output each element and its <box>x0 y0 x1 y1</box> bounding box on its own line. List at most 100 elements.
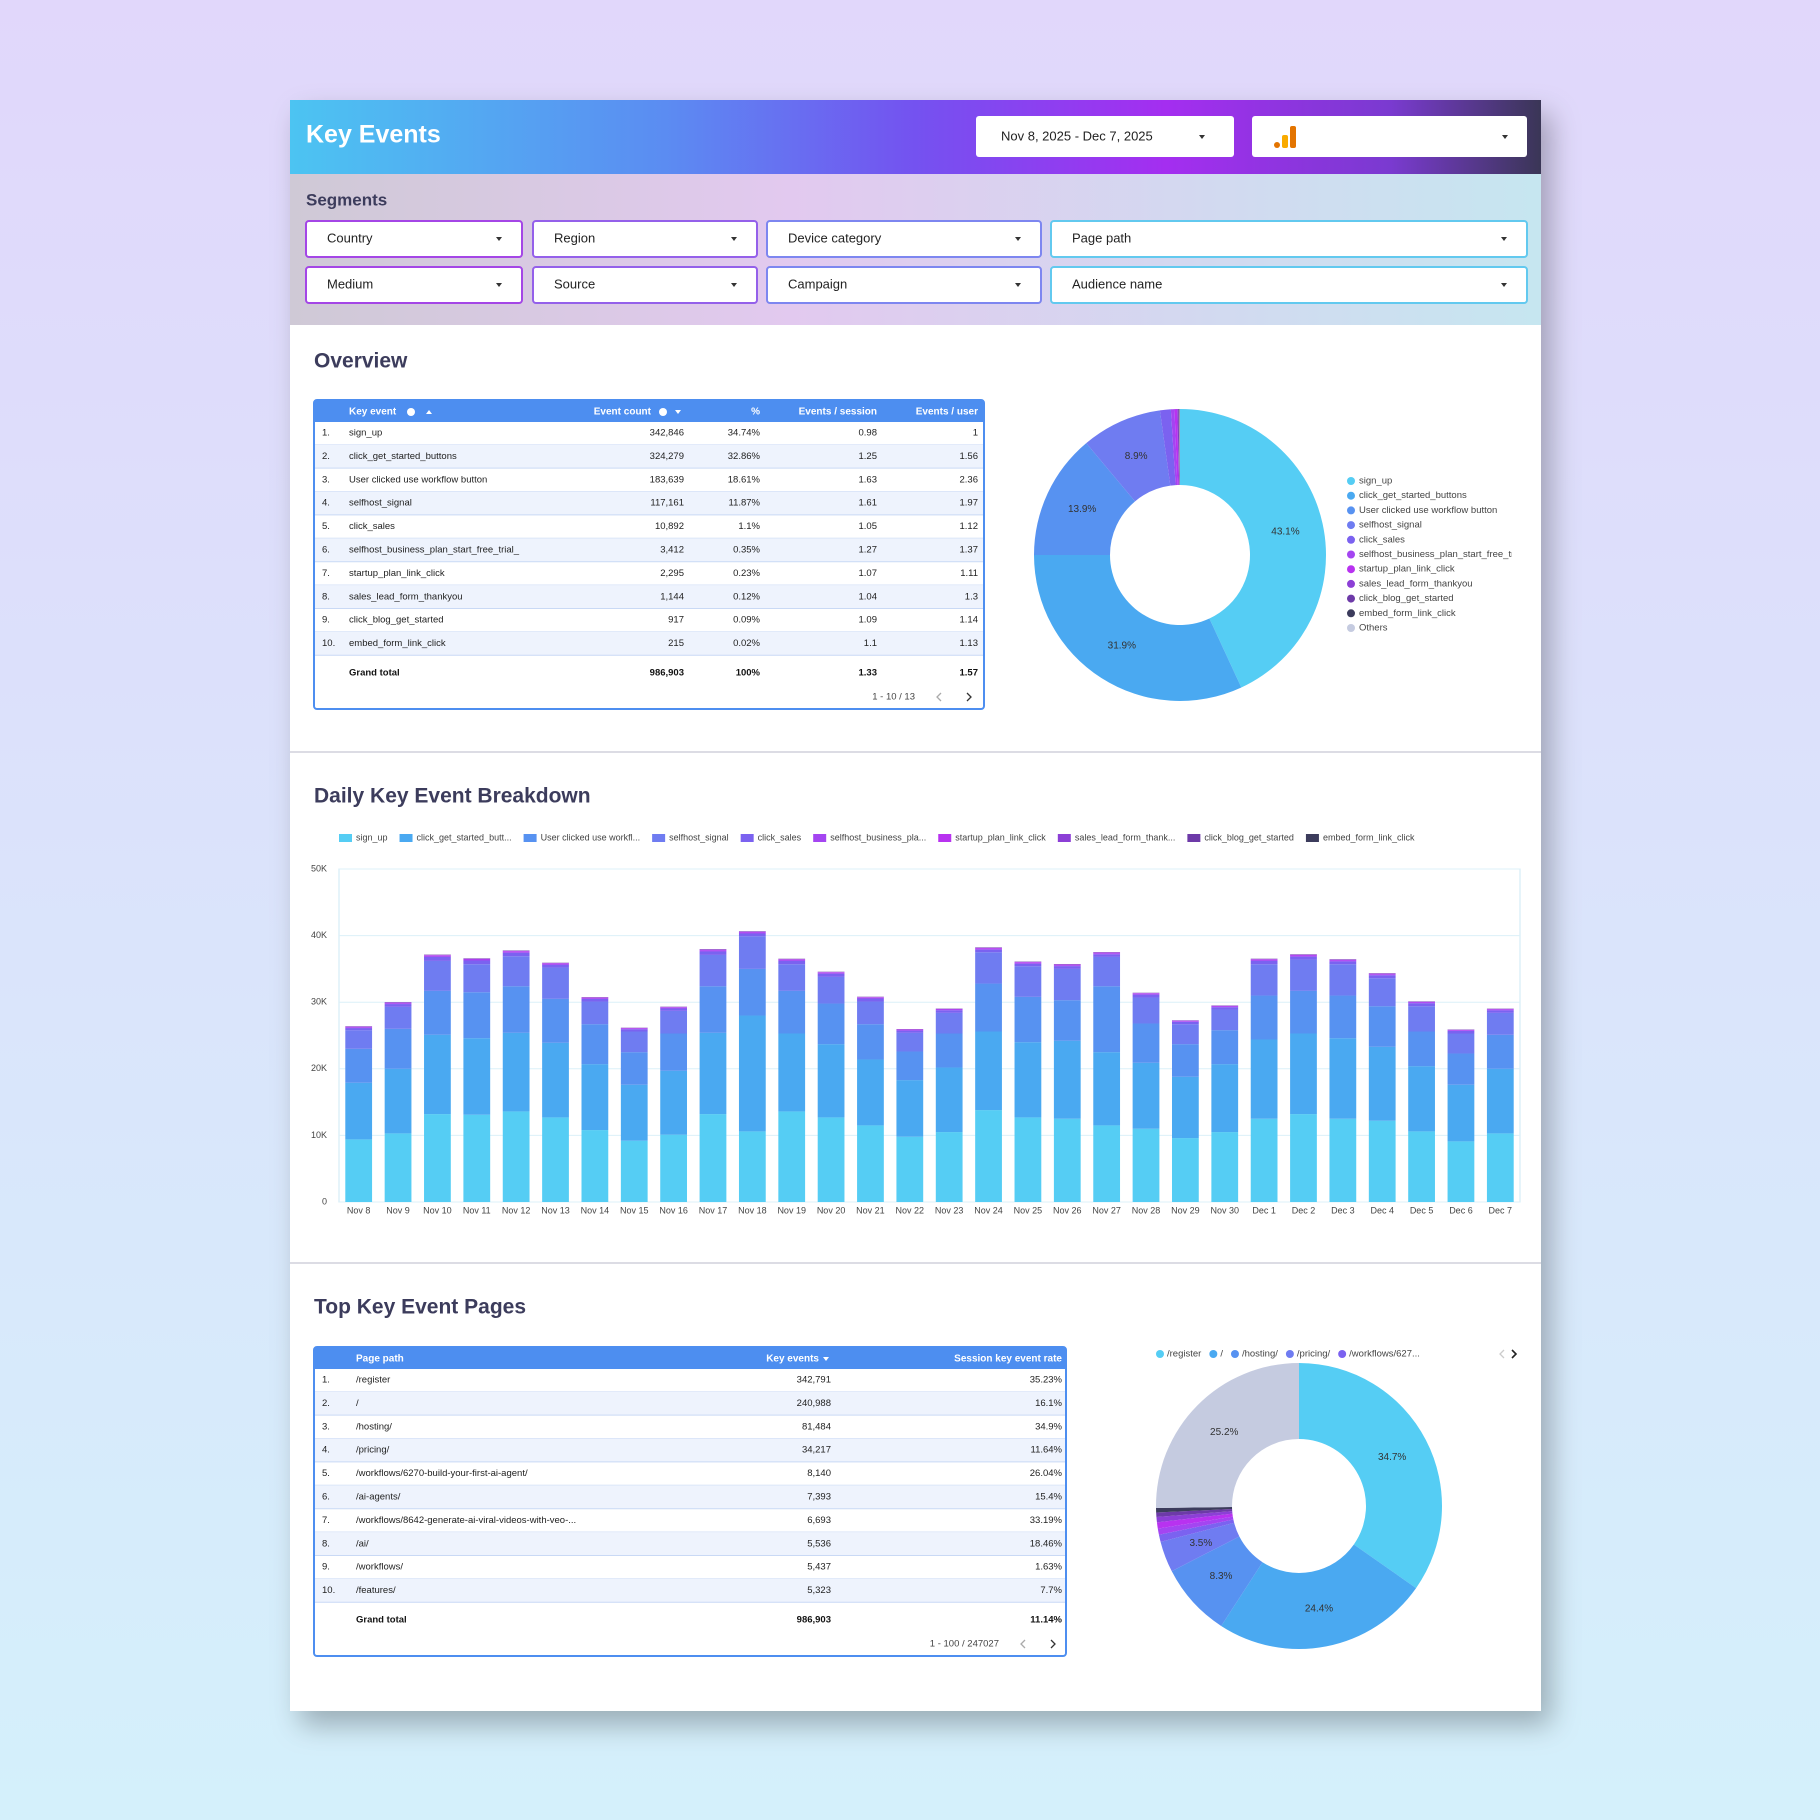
table-cell: 324,279 <box>650 451 684 462</box>
property-picker[interactable] <box>1252 116 1527 157</box>
bar-segment <box>502 956 530 987</box>
bar-segment <box>581 1024 609 1065</box>
bar-segment <box>1093 956 1121 987</box>
filter-dropdown[interactable] <box>305 220 523 258</box>
donut-slice <box>1177 409 1180 486</box>
bar-segment <box>1408 1006 1435 1032</box>
table-cell: 342,791 <box>797 1375 831 1386</box>
bar-segment <box>857 1001 884 1025</box>
bar-segment <box>1053 968 1081 1001</box>
legend-label: Others <box>1359 623 1388 634</box>
legend-next[interactable] <box>1511 1349 1518 1359</box>
legend-prev[interactable] <box>1499 1349 1505 1359</box>
legend-label: /register <box>1167 1349 1201 1360</box>
filter-dropdown[interactable] <box>1050 266 1528 304</box>
filter-dropdown[interactable] <box>1050 220 1528 258</box>
table-cell: 6. <box>322 545 330 556</box>
bar-segment <box>1171 1024 1199 1045</box>
x-tick-label: Dec 3 <box>1331 1205 1355 1215</box>
bar-segment <box>699 949 727 951</box>
bar-segment <box>1368 1046 1396 1121</box>
prev-page[interactable] <box>936 692 942 702</box>
x-tick-label: Nov 30 <box>1210 1205 1239 1215</box>
donut-slice <box>1157 1516 1234 1535</box>
bar-segment <box>345 1026 373 1028</box>
bar-segment <box>424 1114 451 1202</box>
bar-segment <box>620 1029 648 1032</box>
bar-segment <box>738 933 766 937</box>
filter-dropdown[interactable] <box>532 220 758 258</box>
bar-segment <box>738 1015 766 1132</box>
table-cell: 1.25 <box>859 451 878 462</box>
donut-slice <box>1178 409 1180 486</box>
bar-segment <box>1250 960 1278 965</box>
table-cell: 0.35% <box>733 545 760 556</box>
bar-segment <box>660 1070 688 1135</box>
table-cell: /hosting/ <box>356 1421 392 1432</box>
bar-segment <box>1014 1117 1042 1202</box>
row-stripe <box>315 631 983 656</box>
bar-segment <box>1250 1039 1278 1119</box>
table-cell: 3. <box>322 474 330 485</box>
bar-segment <box>1053 1000 1081 1041</box>
table-cell: /features/ <box>356 1585 396 1596</box>
prev-page[interactable] <box>1020 1639 1026 1649</box>
bar-segment <box>1408 1002 1435 1004</box>
bar-segment <box>778 1033 806 1112</box>
bar-segment <box>660 1010 688 1034</box>
row-stripe <box>315 538 983 562</box>
bar-segment <box>1250 959 1278 960</box>
bar-segment <box>384 1004 412 1007</box>
bar-segment <box>1290 990 1317 1034</box>
bar-segment <box>975 947 1002 949</box>
bar-segment <box>817 972 845 973</box>
table-cell: 34.9% <box>1035 1421 1062 1432</box>
legend-label: click_sales <box>758 832 802 842</box>
table-header <box>315 1348 1065 1369</box>
date-picker[interactable] <box>976 116 1234 157</box>
table-cell: 8. <box>322 1538 330 1549</box>
bar-segment <box>1093 1125 1121 1202</box>
bar-segment <box>1171 1044 1199 1077</box>
dropdown-arrow <box>1502 135 1508 139</box>
donut-slice <box>1160 1522 1240 1572</box>
bar-segment <box>502 1032 530 1112</box>
bar-segment <box>1447 1030 1475 1031</box>
legend-swatch <box>1347 624 1355 632</box>
info-icon <box>659 408 667 416</box>
legend-label: embed_form_link_click <box>1323 832 1415 842</box>
legend-swatch <box>1347 477 1355 485</box>
bar-segment <box>384 1133 412 1202</box>
legend-swatch <box>1347 550 1355 559</box>
next-page[interactable] <box>1050 1639 1056 1649</box>
sort-arrow <box>823 1357 829 1361</box>
filter-dropdown[interactable] <box>532 266 758 304</box>
filter-dropdown[interactable] <box>766 266 1042 304</box>
next-page[interactable] <box>966 692 972 702</box>
bar-segment <box>1368 973 1396 975</box>
table-cell: 18.61% <box>728 474 761 485</box>
table-cell: 10. <box>322 1585 335 1596</box>
x-tick-label: Nov 23 <box>935 1205 964 1215</box>
total-cell: Grand total <box>349 668 400 679</box>
legend-swatch <box>1347 535 1355 544</box>
legend-swatch <box>339 834 352 842</box>
table-cell: /workflows/6270-build-your-first-ai-agen… <box>356 1468 528 1479</box>
bar-segment <box>699 950 727 952</box>
table-cell: 11.64% <box>1030 1445 1062 1456</box>
table-cell: 6,693 <box>807 1515 831 1526</box>
legend-label: sales_lead_form_thankyou <box>1359 578 1473 589</box>
bar-segment <box>345 1048 373 1083</box>
filter-dropdown[interactable] <box>305 266 523 304</box>
bar-segment <box>1211 1030 1239 1065</box>
bar-segment <box>1486 1012 1514 1035</box>
section-title: Overview <box>314 350 408 373</box>
x-tick-label: Nov 15 <box>620 1205 649 1215</box>
x-tick-label: Nov 29 <box>1171 1205 1200 1215</box>
total-cell: 1.57 <box>960 668 979 679</box>
filter-dropdown[interactable] <box>766 220 1042 258</box>
x-tick-label: Dec 6 <box>1449 1205 1473 1215</box>
bar-segment <box>424 1034 451 1115</box>
bar-segment <box>935 1009 963 1011</box>
table-cell: 0.02% <box>733 638 760 649</box>
